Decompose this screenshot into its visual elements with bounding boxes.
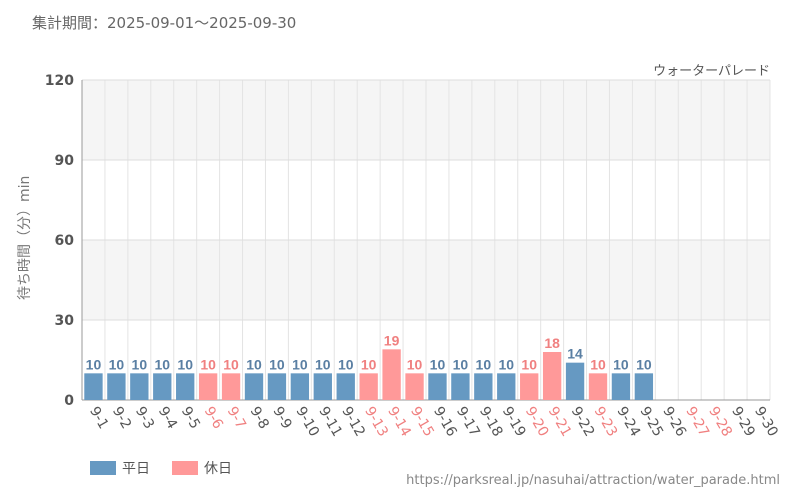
chart-title: ウォーターパレード [653,64,770,79]
bar [176,373,195,400]
bar-value-label: 10 [109,356,125,372]
bar [107,373,126,400]
bar-value-label: 10 [338,356,354,372]
y-tick-label: 90 [55,153,75,169]
period-label: 集計期間：2025-09-01～2025-09-30 [32,14,297,32]
bar [290,373,310,400]
x-tick-label: 9-25 [636,404,666,440]
x-tick-label: 9-24 [613,404,643,440]
bar [267,373,287,400]
bar-value-label: 10 [292,356,308,372]
bar-value-label: 10 [154,356,170,372]
legend-swatch-weekday [90,461,116,475]
y-tick-label: 120 [45,73,74,89]
x-tick-label: 9-12 [338,404,368,440]
legend-item-weekday: 平日 [90,458,150,478]
bar-value-label: 10 [315,356,331,372]
bar [451,373,470,400]
bar-value-label: 10 [132,356,148,372]
x-tick-label: 9-21 [545,404,575,440]
bar-value-label: 14 [567,346,583,362]
x-tick-label: 9-13 [361,404,391,440]
bar [497,373,516,400]
x-tick-label: 9-3 [132,404,157,432]
bar-value-label: 10 [521,356,537,372]
bar-value-label: 10 [86,356,102,372]
x-tick-label: 9-20 [522,404,552,440]
bar [428,373,447,400]
bar [474,373,493,400]
x-tick-label: 9-5 [178,404,203,432]
x-tick-label: 9-19 [499,404,529,440]
bar-value-label: 10 [476,356,492,372]
x-tick-label: 9-10 [292,404,322,440]
bar-value-label: 10 [498,356,514,372]
bar [84,373,103,400]
x-tick-label: 9-29 [728,404,758,440]
bar-value-label: 10 [453,356,469,372]
bar [221,373,241,400]
x-tick-label: 9-27 [682,404,712,440]
source-url: https://parksreal.jp/nasuhai/attraction/… [406,473,780,488]
x-tick-label: 9-11 [315,404,345,440]
bar-value-label: 10 [407,356,423,372]
x-tick-label: 9-8 [247,404,272,432]
bar [130,373,149,400]
bar [313,373,332,400]
x-tick-label: 9-16 [430,404,460,440]
x-tick-label: 9-9 [269,404,294,432]
x-tick-label: 9-6 [201,404,226,432]
legend-label-holiday: 休日 [204,461,232,477]
y-tick-label: 30 [55,313,75,329]
bar-value-label: 10 [200,356,216,372]
y-tick-label: 60 [55,233,75,249]
bar-value-label: 19 [384,332,400,348]
x-tick-label: 9-15 [407,404,437,440]
x-tick-label: 9-22 [568,404,598,440]
x-tick-label: 9-26 [659,404,689,440]
bar [588,373,608,400]
bar-value-label: 10 [246,356,262,372]
bar-value-label: 10 [613,356,629,372]
bar-value-label: 10 [269,356,285,372]
bar-value-label: 10 [177,356,193,372]
bar [565,362,585,400]
bar-value-label: 18 [544,335,560,351]
legend-label-weekday: 平日 [122,461,150,477]
bar-value-label: 10 [430,356,446,372]
y-tick-label: 0 [64,393,74,409]
x-tick-label: 9-2 [109,404,134,432]
x-tick-label: 9-7 [224,404,249,432]
bar [542,352,562,400]
x-tick-label: 9-17 [453,404,483,440]
legend: 平日 休日 [90,458,254,478]
x-tick-label: 9-4 [155,404,180,432]
bar-value-label: 10 [590,356,606,372]
x-tick-label: 9-14 [384,404,414,440]
bar [336,373,355,400]
bar [244,373,264,400]
bar [405,373,424,400]
x-tick-label: 9-30 [751,404,781,440]
x-tick-label: 9-1 [86,404,111,432]
x-tick-label: 9-23 [591,404,621,440]
bar [611,373,631,400]
bar [359,373,378,400]
bar [520,373,539,400]
bar [382,349,401,400]
legend-swatch-holiday [172,461,198,475]
bar [634,373,654,400]
bar-value-label: 10 [361,356,377,372]
bar-value-label: 10 [636,356,652,372]
bar-value-label: 10 [223,356,239,372]
x-tick-label: 9-28 [705,404,735,440]
bar [198,373,218,400]
x-tick-label: 9-18 [476,404,506,440]
bar [153,373,172,400]
legend-item-holiday: 休日 [172,458,232,478]
